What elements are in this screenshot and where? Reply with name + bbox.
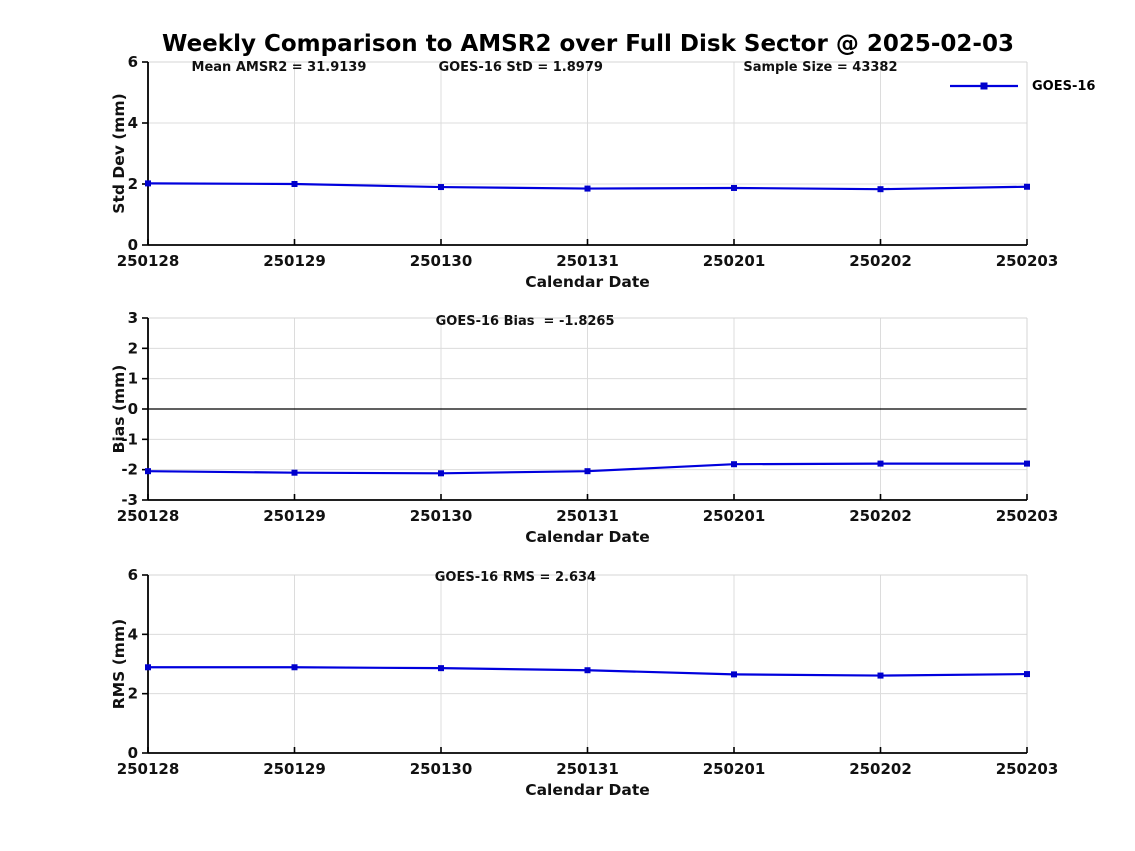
data-point-marker — [145, 180, 151, 187]
y-axis-label: Std Dev (mm) — [110, 93, 128, 213]
data-point-marker — [1024, 671, 1030, 678]
data-point-marker — [584, 468, 591, 475]
data-point-marker — [145, 664, 151, 671]
x-tick-label: 250202 — [849, 252, 912, 270]
chart-title: Weekly Comparison to AMSR2 over Full Dis… — [162, 31, 1014, 57]
stat-annotation: GOES-16 Bias = -1.8265 — [436, 314, 615, 329]
x-tick-label: 250201 — [703, 507, 766, 525]
legend-label: GOES-16 — [1032, 78, 1096, 94]
data-point-marker — [731, 184, 737, 191]
data-point-marker — [291, 664, 298, 671]
x-tick-label: 250201 — [703, 760, 766, 778]
y-tick-label: 1 — [128, 370, 138, 388]
y-tick-label: 2 — [128, 175, 138, 193]
data-point-marker — [145, 468, 151, 475]
x-tick-label: 250130 — [410, 507, 473, 525]
y-tick-label: 3 — [128, 309, 138, 327]
x-axis-label: Calendar Date — [525, 781, 650, 799]
y-tick-label: 2 — [128, 685, 138, 703]
legend: GOES-16 — [949, 78, 1096, 94]
data-point-marker — [877, 672, 884, 679]
data-point-marker — [584, 667, 591, 674]
y-tick-label: 0 — [128, 400, 138, 418]
data-point-marker — [438, 184, 444, 191]
data-point-marker — [291, 181, 298, 187]
x-tick-label: 250130 — [410, 252, 473, 270]
data-point-marker — [877, 460, 884, 467]
data-point-marker — [291, 469, 298, 476]
x-tick-label: 250129 — [263, 252, 326, 270]
x-tick-label: 250128 — [117, 252, 180, 270]
y-tick-label: 4 — [128, 114, 138, 132]
y-tick-label: 4 — [128, 625, 138, 643]
stat-annotation: GOES-16 RMS = 2.634 — [435, 570, 596, 585]
stat-annotation: GOES-16 StD = 1.8979 — [438, 60, 602, 75]
y-tick-label: 2 — [128, 339, 138, 357]
data-point-marker — [1024, 183, 1030, 190]
x-tick-label: 250129 — [263, 760, 326, 778]
data-point-marker — [438, 665, 444, 672]
y-tick-label: -3 — [121, 491, 138, 509]
data-point-marker — [731, 461, 737, 468]
y-tick-label: -2 — [121, 461, 138, 479]
x-tick-label: 250131 — [556, 507, 619, 525]
data-point-marker — [438, 470, 444, 477]
stat-annotation: Sample Size = 43382 — [743, 60, 897, 75]
x-axis-label: Calendar Date — [525, 273, 650, 291]
x-tick-label: 250131 — [556, 252, 619, 270]
legend-line-sample — [950, 82, 1018, 90]
x-tick-label: 250202 — [849, 507, 912, 525]
y-axis-label: Bias (mm) — [110, 365, 128, 454]
y-tick-label: -1 — [121, 430, 138, 448]
data-point-marker — [1024, 460, 1030, 467]
data-point-marker — [877, 186, 884, 193]
x-tick-label: 250130 — [410, 760, 473, 778]
y-axis-label: RMS (mm) — [110, 619, 128, 709]
x-axis-label: Calendar Date — [525, 528, 650, 546]
x-tick-label: 250128 — [117, 507, 180, 525]
stat-annotation: Mean AMSR2 = 31.9139 — [192, 60, 367, 75]
y-tick-label: 0 — [128, 236, 138, 254]
data-point-marker — [731, 671, 737, 678]
y-tick-label: 6 — [128, 566, 138, 584]
x-tick-label: 250131 — [556, 760, 619, 778]
y-tick-label: 0 — [128, 744, 138, 762]
x-tick-label: 250201 — [703, 252, 766, 270]
x-tick-label: 250203 — [996, 507, 1059, 525]
x-tick-label: 250203 — [996, 252, 1059, 270]
data-point-marker — [584, 185, 591, 192]
x-tick-label: 250129 — [263, 507, 326, 525]
x-tick-label: 250128 — [117, 760, 180, 778]
y-tick-label: 6 — [128, 53, 138, 71]
legend-marker-icon — [980, 82, 988, 90]
x-tick-label: 250202 — [849, 760, 912, 778]
x-tick-label: 250203 — [996, 760, 1059, 778]
